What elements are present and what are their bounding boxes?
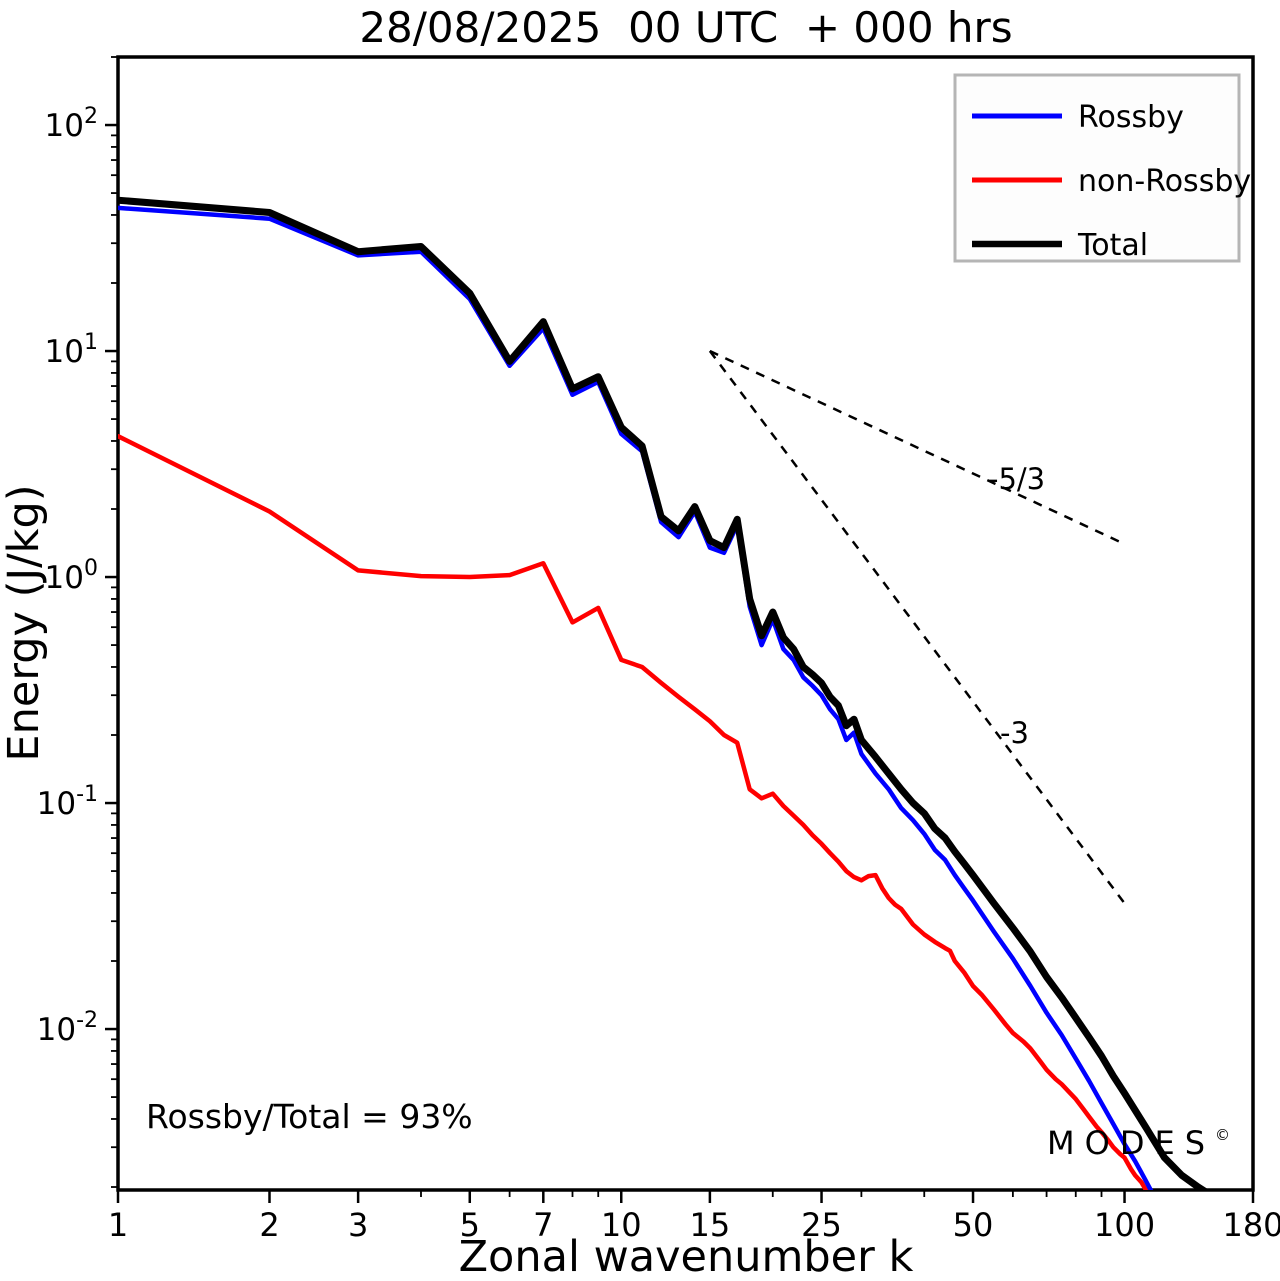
axis-ticks: 1 2 3 5 7 10 15 25 50 100 180 102 101 100 10-1 10-2: [37, 56, 1280, 1244]
series-line-non-rossby: [118, 433, 1149, 1190]
x-tick-label: 2: [259, 1206, 279, 1244]
series-line-rossby: [118, 205, 1154, 1190]
rossby-total-ratio-note: Rossby/Total = 93%: [146, 1097, 473, 1136]
legend-label-non-rossby: non-Rossby: [1078, 164, 1251, 199]
ref-line-53: [709, 349, 1126, 546]
reference-slope-lines: [708, 349, 1126, 905]
x-tick-label: 15: [690, 1206, 731, 1244]
x-tick-label: 10: [601, 1206, 642, 1244]
x-tick-label: 5: [460, 1206, 480, 1244]
x-tick-label: 50: [953, 1206, 994, 1244]
x-tick-label: 7: [533, 1206, 553, 1244]
x-tick-label: 3: [348, 1206, 368, 1244]
slope-label-53: -5/3: [988, 462, 1045, 496]
y-tick-label: 100: [45, 556, 98, 596]
copyright-mark: ©: [1215, 1126, 1230, 1144]
legend-label-total: Total: [1077, 228, 1148, 263]
slope-label-3: -3: [1000, 716, 1029, 750]
legend: Rossby non-Rossby Total: [953, 73, 1251, 263]
chart-title: 28/08/2025 00 UTC + 000 hrs: [359, 3, 1012, 52]
ref-line-3: [708, 350, 1126, 905]
x-axis-label: Zonal wavenumber k: [459, 1232, 914, 1281]
modes-watermark: MODES©: [1047, 1124, 1230, 1162]
x-tick-label: 100: [1094, 1206, 1155, 1244]
x-tick-label: 25: [801, 1206, 842, 1244]
legend-box: [953, 73, 1241, 263]
x-tick-label: 1: [108, 1206, 128, 1244]
series-line-total: [118, 196, 1210, 1190]
legend-label-rossby: Rossby: [1078, 100, 1184, 135]
series-lines: [118, 196, 1210, 1190]
y-tick-label: 10-1: [37, 782, 98, 822]
y-axis-label: Energy (J/kg): [0, 484, 49, 761]
x-tick-label: 180: [1222, 1206, 1280, 1244]
y-tick-label: 102: [45, 104, 98, 144]
y-tick-label: 101: [45, 330, 98, 370]
plot-frame: [116, 55, 1255, 1192]
y-tick-label: 10-2: [37, 1008, 98, 1048]
